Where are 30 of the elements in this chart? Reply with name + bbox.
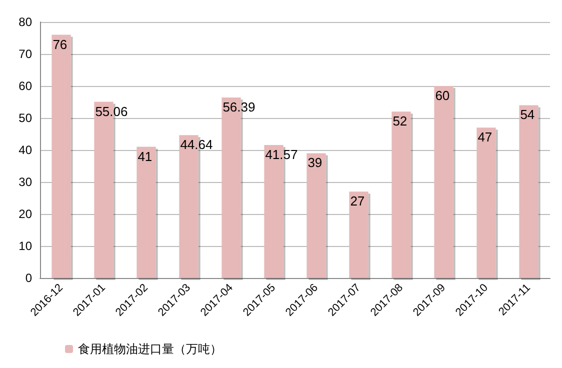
data-label: 52 (392, 114, 408, 129)
data-label: 44.64 (180, 137, 213, 152)
y-tick-label: 10 (18, 239, 32, 253)
data-label: 54 (520, 107, 535, 122)
y-tick-label: 0 (25, 271, 32, 285)
data-label: 41 (138, 148, 152, 164)
y-tick-label: 50 (18, 111, 32, 125)
y-tick-label: 80 (18, 15, 32, 29)
data-label: 55.06 (95, 104, 128, 119)
data-label: 56.39 (222, 100, 256, 115)
y-tick-label: 20 (18, 207, 32, 221)
legend-label: 食用植物油进口量（万吨） (78, 342, 222, 356)
bar (476, 128, 496, 278)
bar (434, 86, 454, 278)
y-tick-label: 30 (18, 175, 32, 189)
bar (519, 105, 538, 278)
bar (349, 192, 368, 278)
data-label: 47 (478, 130, 492, 145)
data-label: 27 (350, 194, 365, 209)
bar (52, 34, 71, 278)
data-label: 39 (308, 155, 322, 170)
data-label: 41.57 (265, 146, 298, 162)
bar (392, 112, 411, 278)
bar (306, 153, 326, 278)
y-tick-label: 70 (18, 47, 32, 61)
bar (136, 146, 156, 278)
y-tick-label: 40 (18, 143, 32, 157)
data-label: 60 (435, 88, 450, 103)
y-tick-label: 60 (18, 79, 32, 93)
data-label: 76 (52, 36, 68, 52)
